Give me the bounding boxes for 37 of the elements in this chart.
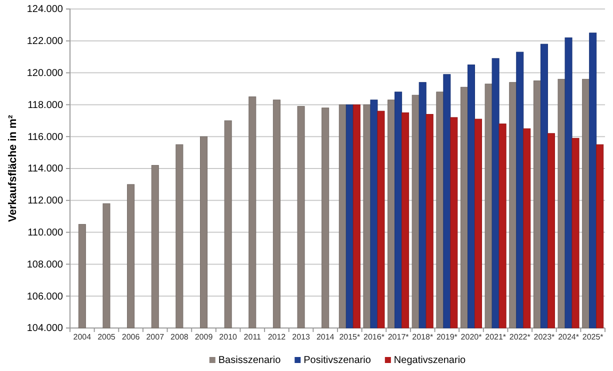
x-tick-label: 2015* [339,332,360,342]
x-tick-label: 2005 [98,332,116,342]
x-tick-label: 2022* [509,332,530,342]
x-tick-label: 2024* [558,332,579,342]
x-tick-label: 2010 [219,332,238,342]
x-tick-label: 2007 [146,332,165,342]
x-tick-label: 2017* [388,332,409,342]
legend-label: Basisszenario [218,355,282,366]
x-tick-label: 2004 [73,332,92,342]
x-tick-label: 2006 [122,332,140,342]
y-tick-label: 108.000 [26,259,64,270]
y-tick-label: 122.000 [26,36,64,48]
y-tick-label: 114.000 [28,164,64,175]
y-tick-label: 120.000 [26,68,64,79]
y-tick-label: 116.000 [28,132,64,143]
x-tick-label: 2014 [316,332,335,342]
legend-label: Positivszenario [304,355,372,366]
x-tick-label: 2020* [460,332,482,342]
x-tick-label: 2018* [412,332,434,342]
y-tick-label: 104.000 [26,323,64,334]
y-axis-title: Verkaufsfläche in m² [7,114,19,222]
y-tick-label: 106.000 [26,291,64,302]
x-tick-label: 2012 [268,332,286,342]
x-tick-label: 2013 [292,332,310,342]
y-tick-label: 118.000 [28,100,64,111]
x-tick-label: 2019* [436,332,458,342]
x-tick-label: 2025* [582,332,604,342]
x-tick-label: 2009 [194,332,214,342]
legend-label: Negativszenario [394,355,466,366]
x-tick-label: 2023* [534,332,555,342]
x-tick-label: 2016* [364,332,384,342]
y-tick-label: 110.000 [28,228,64,238]
x-tick-label: 2008 [170,332,189,342]
x-tick-label: 2021* [485,332,506,342]
x-tick-label: 2011 [244,332,262,342]
y-tick-label: 112.000 [28,196,64,207]
y-tick-label: 124.000 [26,4,64,16]
